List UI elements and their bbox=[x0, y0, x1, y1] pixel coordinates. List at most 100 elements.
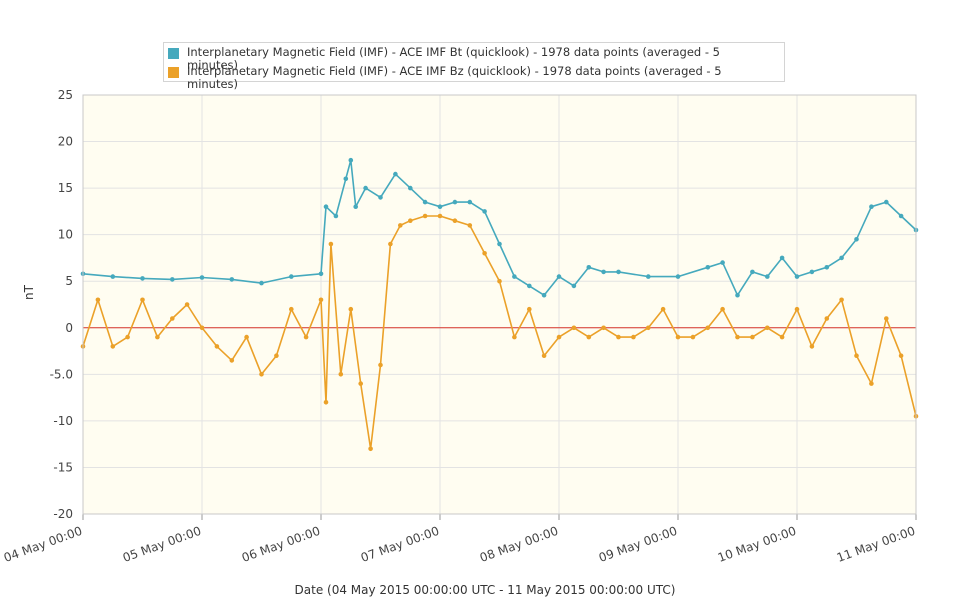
data-point-bz[interactable] bbox=[398, 223, 403, 228]
data-point-bt[interactable] bbox=[735, 292, 740, 298]
data-point-bt[interactable] bbox=[229, 277, 235, 282]
data-point-bz[interactable] bbox=[854, 353, 859, 359]
data-point-bz[interactable] bbox=[408, 218, 413, 223]
data-point-bz[interactable] bbox=[705, 325, 711, 331]
data-point-bt[interactable] bbox=[556, 274, 562, 279]
data-point-bz[interactable] bbox=[318, 297, 324, 303]
data-point-bt[interactable] bbox=[675, 274, 681, 279]
data-point-bz[interactable] bbox=[422, 213, 428, 219]
data-point-bz[interactable] bbox=[497, 278, 502, 284]
data-point-bt[interactable] bbox=[705, 265, 711, 270]
data-point-bt[interactable] bbox=[720, 260, 725, 265]
data-point-bt[interactable] bbox=[467, 199, 473, 205]
data-point-bz[interactable] bbox=[898, 353, 904, 359]
data-point-bt[interactable] bbox=[323, 204, 329, 209]
data-point-bt[interactable] bbox=[527, 283, 532, 289]
data-point-bt[interactable] bbox=[363, 185, 368, 191]
data-point-bt[interactable] bbox=[601, 269, 606, 275]
data-point-bz[interactable] bbox=[586, 334, 592, 340]
data-point-bt[interactable] bbox=[452, 199, 458, 205]
data-point-bz[interactable] bbox=[214, 344, 220, 349]
data-point-bz[interactable] bbox=[750, 334, 755, 340]
data-point-bt[interactable] bbox=[199, 275, 205, 280]
data-point-bz[interactable] bbox=[125, 334, 130, 340]
data-point-bt[interactable] bbox=[809, 269, 815, 275]
data-point-bz[interactable] bbox=[437, 213, 443, 219]
data-point-bt[interactable] bbox=[437, 204, 443, 209]
data-point-bt[interactable] bbox=[898, 213, 904, 219]
data-point-bz[interactable] bbox=[229, 358, 235, 363]
data-point-bz[interactable] bbox=[660, 306, 666, 312]
data-point-bz[interactable] bbox=[274, 353, 279, 359]
data-point-bz[interactable] bbox=[571, 325, 577, 331]
data-point-bt[interactable] bbox=[422, 199, 428, 205]
data-point-bz[interactable] bbox=[601, 325, 606, 331]
data-point-bz[interactable] bbox=[155, 334, 160, 340]
data-point-bt[interactable] bbox=[110, 274, 116, 279]
data-point-bz[interactable] bbox=[170, 316, 175, 321]
data-point-bt[interactable] bbox=[378, 195, 383, 200]
data-point-bt[interactable] bbox=[353, 204, 359, 209]
data-point-bz[interactable] bbox=[646, 325, 651, 331]
data-point-bz[interactable] bbox=[95, 297, 101, 303]
data-point-bz[interactable] bbox=[779, 334, 785, 340]
data-point-bt[interactable] bbox=[765, 274, 770, 279]
data-point-bz[interactable] bbox=[328, 241, 334, 247]
data-point-bt[interactable] bbox=[869, 204, 874, 209]
data-point-bt[interactable] bbox=[140, 276, 145, 281]
data-point-bt[interactable] bbox=[482, 209, 487, 214]
data-point-bz[interactable] bbox=[720, 306, 725, 312]
data-point-bz[interactable] bbox=[869, 381, 874, 386]
data-point-bt[interactable] bbox=[854, 237, 859, 242]
data-point-bz[interactable] bbox=[839, 297, 844, 303]
data-point-bt[interactable] bbox=[779, 255, 785, 261]
data-point-bz[interactable] bbox=[467, 223, 473, 228]
data-point-bt[interactable] bbox=[646, 274, 651, 279]
data-point-bz[interactable] bbox=[541, 353, 547, 359]
data-point-bz[interactable] bbox=[675, 334, 681, 340]
data-point-bz[interactable] bbox=[794, 306, 800, 312]
data-point-bz[interactable] bbox=[824, 316, 830, 321]
data-point-bt[interactable] bbox=[839, 255, 844, 261]
data-point-bz[interactable] bbox=[690, 334, 696, 340]
data-point-bz[interactable] bbox=[140, 297, 145, 303]
data-point-bz[interactable] bbox=[556, 334, 562, 340]
data-point-bz[interactable] bbox=[809, 344, 815, 349]
data-point-bt[interactable] bbox=[616, 269, 621, 275]
data-point-bt[interactable] bbox=[408, 185, 413, 191]
data-point-bt[interactable] bbox=[512, 274, 517, 279]
data-point-bz[interactable] bbox=[323, 400, 329, 405]
data-point-bz[interactable] bbox=[735, 334, 740, 340]
data-point-bt[interactable] bbox=[824, 265, 830, 270]
data-point-bz[interactable] bbox=[338, 372, 344, 377]
data-point-bt[interactable] bbox=[393, 171, 398, 177]
data-point-bz[interactable] bbox=[184, 302, 190, 307]
data-point-bz[interactable] bbox=[616, 334, 621, 340]
data-point-bz[interactable] bbox=[368, 446, 373, 452]
data-point-bt[interactable] bbox=[348, 157, 354, 163]
data-point-bz[interactable] bbox=[482, 251, 487, 256]
data-point-bt[interactable] bbox=[586, 265, 592, 270]
data-point-bt[interactable] bbox=[750, 269, 755, 275]
data-point-bz[interactable] bbox=[244, 334, 249, 340]
data-point-bt[interactable] bbox=[318, 271, 324, 277]
data-point-bz[interactable] bbox=[358, 381, 364, 386]
data-point-bt[interactable] bbox=[343, 176, 349, 182]
data-point-bz[interactable] bbox=[259, 372, 264, 377]
data-point-bt[interactable] bbox=[333, 213, 339, 219]
data-point-bz[interactable] bbox=[378, 362, 383, 368]
data-point-bt[interactable] bbox=[289, 274, 294, 279]
data-point-bz[interactable] bbox=[452, 218, 458, 223]
data-point-bt[interactable] bbox=[571, 283, 577, 289]
data-point-bz[interactable] bbox=[110, 344, 116, 349]
data-point-bz[interactable] bbox=[884, 316, 889, 321]
data-point-bt[interactable] bbox=[170, 277, 175, 282]
data-point-bt[interactable] bbox=[794, 274, 800, 279]
data-point-bz[interactable] bbox=[303, 334, 309, 340]
data-point-bz[interactable] bbox=[527, 306, 532, 312]
data-point-bz[interactable] bbox=[512, 334, 517, 340]
data-point-bt[interactable] bbox=[497, 241, 502, 247]
data-point-bz[interactable] bbox=[388, 241, 393, 247]
data-point-bt[interactable] bbox=[884, 199, 889, 205]
data-point-bz[interactable] bbox=[631, 334, 636, 340]
